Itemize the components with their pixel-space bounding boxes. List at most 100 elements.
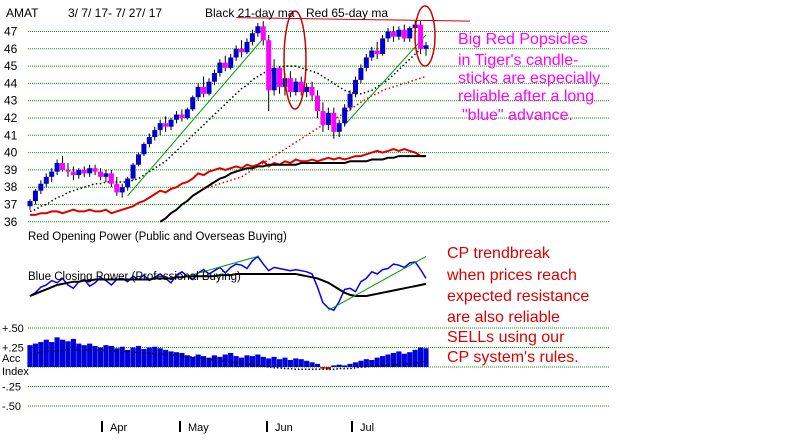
candle-down [315,95,321,112]
price-y-tick: 36 [4,215,18,229]
acc-bar [314,363,321,367]
acc-bar [282,357,288,367]
candle-down [374,50,380,54]
candle-down [260,26,266,41]
candle-up [271,67,277,91]
acc-bar [114,348,120,367]
acc-bar [358,360,364,367]
closing-power-label: Blue Closing Power (Professional Buying) [28,271,241,283]
acc-y-tick: -.50 [2,401,21,413]
closing-power-ma-line [29,273,427,297]
acc-bar [206,357,212,367]
candle-down [222,62,228,68]
candle-down [277,67,283,87]
acc-bar [304,360,310,367]
acc-bar [157,348,163,367]
candle-up [32,190,38,202]
acc-bar [369,359,375,367]
cp-trendbreak-annotation: CP trendbreak when prices reach expected… [446,245,589,366]
acc-bar [401,353,407,367]
price-y-tick: 42 [4,111,18,125]
candle-down [320,111,326,125]
acc-bar [152,346,158,367]
closing-power-overlay-line [159,155,426,223]
acc-bar [249,356,255,367]
cp-line-6: CP system's rules. [447,349,579,366]
acc-bar [287,359,293,367]
acc-y-tick: -.25 [2,382,21,394]
price-y-tick: 43 [4,94,18,108]
candle-up [119,187,125,193]
acc-bar [298,359,304,367]
acc-bar [412,349,418,367]
candle-up [195,86,201,98]
candle-down [298,81,304,93]
acc-bar [233,356,239,367]
candle-down [98,171,104,177]
candle-up [358,67,364,80]
candle-down [309,86,315,96]
candle-down [287,78,293,93]
acc-bar [363,359,369,367]
candle-up [173,114,179,120]
popsicles-line-2: in Tiger's candle- [458,52,578,69]
acc-bar [325,367,331,370]
cp-trendline [328,255,427,311]
acc-bar [168,351,174,367]
resistance-line [236,17,471,22]
acc-bar [135,345,142,367]
ma21-line [29,44,427,213]
acc-bar [201,356,207,367]
acc-bar [81,345,87,367]
candle-up [336,123,342,132]
acc-bar [374,357,380,367]
candle-down [401,29,407,39]
candle-up [325,112,331,125]
price-panel [27,5,471,223]
candle-down [81,169,87,174]
index-label: Index [2,366,29,378]
acc-bar [228,352,234,367]
cp-line-1: CP trendbreak [447,245,551,262]
acc-index-panel [27,337,429,371]
acc-bar [244,355,250,367]
acc-bar [65,341,71,367]
candle-down [418,24,424,49]
acc-bar [380,356,386,367]
candle-up [206,81,212,94]
acc-bar [320,367,326,369]
acc-bar [179,352,185,367]
month-label: May [188,422,209,434]
acc-y-tick: +.25 [2,343,24,355]
popsicles-line-4: reliable after a long [458,88,594,105]
candle-up [363,57,369,68]
candle-up [103,173,109,177]
candle-up [146,137,152,144]
acc-bar [103,345,109,367]
candle-up [385,31,391,39]
acc-bar [347,363,353,367]
candle-up [342,107,348,124]
acc-bar [97,347,104,367]
acc-bar [266,358,272,367]
candle-down [114,183,120,193]
candle-up [152,130,158,138]
acc-bar [352,362,359,367]
candle-down [179,114,185,118]
acc-bar [32,343,39,367]
ma65-legend: Red 65-day ma [306,6,388,20]
opening-power-label: Red Opening Power (Public and Overseas B… [28,231,287,243]
candle-up [190,97,196,110]
candle-down [266,40,272,91]
month-label: Apr [110,422,127,434]
candle-up [211,73,217,82]
candle-up [157,123,163,131]
candle-up [249,33,255,42]
opening-power-line [30,148,426,216]
acc-bar [260,356,266,367]
ma21-legend: Black 21-day ma [205,6,295,20]
acc-bar [125,349,131,367]
candle-up [255,26,261,34]
acc-bar [87,343,93,367]
